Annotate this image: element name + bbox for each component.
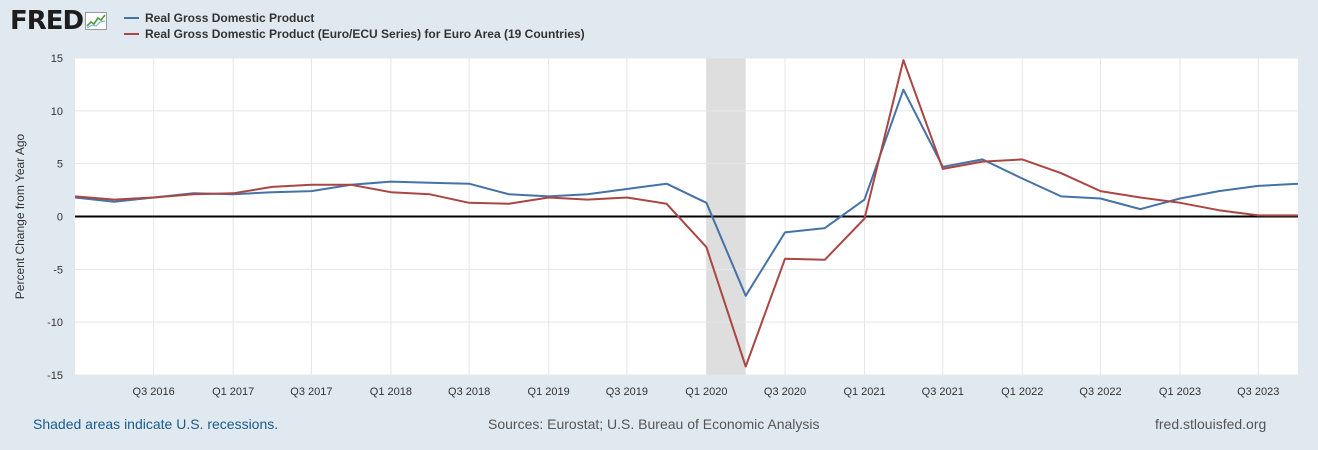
fred-logo[interactable]: FRED <box>10 6 108 36</box>
x-tick-label: Q3 2023 <box>1237 386 1279 398</box>
y-tick-label: 15 <box>51 53 63 65</box>
fred-url-link[interactable]: fred.stlouisfed.org <box>1155 416 1267 432</box>
x-tick-label: Q1 2017 <box>212 386 254 398</box>
legend-item-series2[interactable]: Real Gross Domestic Product (Euro/ECU Se… <box>124 26 585 42</box>
x-tick-label: Q3 2020 <box>764 386 806 398</box>
y-tick-label: 5 <box>57 159 63 171</box>
y-tick-label: 10 <box>51 106 63 118</box>
x-tick-label: Q1 2022 <box>1001 386 1043 398</box>
legend-item-series1[interactable]: Real Gross Domestic Product <box>124 10 585 26</box>
x-tick-label: Q1 2019 <box>528 386 570 398</box>
x-tick-label: Q1 2020 <box>685 386 727 398</box>
legend-swatch-series1 <box>124 17 139 19</box>
x-tick-label: Q1 2021 <box>843 386 885 398</box>
x-tick-label: Q1 2023 <box>1159 386 1201 398</box>
legend-label-series1: Real Gross Domestic Product <box>145 11 315 25</box>
fred-logo-text: FRED <box>10 6 84 36</box>
y-tick-label: -5 <box>53 264 63 276</box>
y-tick-label: -10 <box>47 317 63 329</box>
x-tick-label: Q3 2021 <box>922 386 964 398</box>
sources-text: Sources: Eurostat; U.S. Bureau of Econom… <box>488 416 820 432</box>
x-tick-label: Q3 2018 <box>448 386 490 398</box>
legend-swatch-series2 <box>124 33 139 35</box>
y-axis-label: Percent Change from Year Ago <box>13 133 27 299</box>
series-line-2 <box>74 59 1298 368</box>
x-tick-label: Q1 2018 <box>370 386 412 398</box>
y-tick-label: -15 <box>47 370 63 382</box>
line-graph-icon <box>85 12 108 30</box>
chart-legend: Real Gross Domestic Product Real Gross D… <box>124 10 585 42</box>
x-tick-label: Q3 2022 <box>1079 386 1121 398</box>
x-tick-label: Q3 2016 <box>133 386 175 398</box>
x-tick-label: Q3 2017 <box>290 386 332 398</box>
legend-label-series2: Real Gross Domestic Product (Euro/ECU Se… <box>145 27 585 41</box>
y-tick-label: 0 <box>57 212 63 224</box>
x-tick-label: Q3 2019 <box>606 386 648 398</box>
series-line-1 <box>74 88 1299 297</box>
recession-note: Shaded areas indicate U.S. recessions. <box>33 416 279 432</box>
